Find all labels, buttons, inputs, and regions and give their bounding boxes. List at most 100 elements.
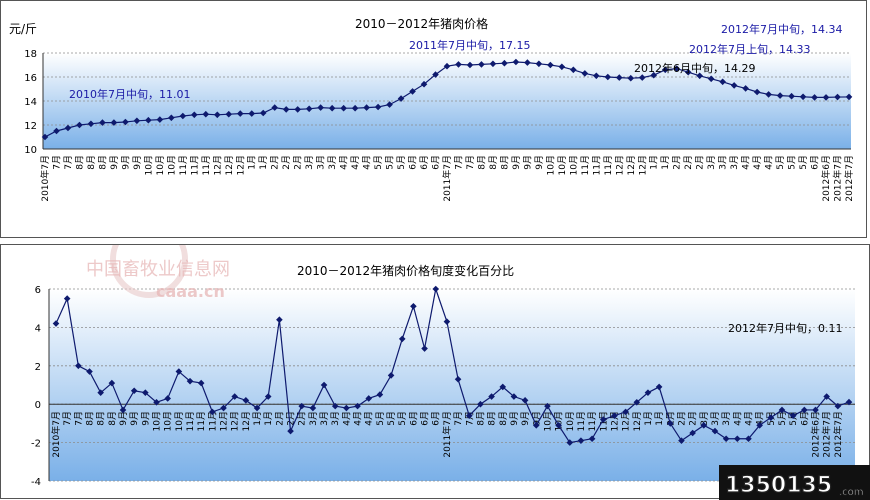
change-data-point: [175, 368, 183, 375]
price-x-tick-label: 2月: [683, 155, 694, 170]
change-data-point: [164, 395, 171, 402]
change-data-point: [354, 402, 361, 410]
change-x-tick-label: 6月: [408, 411, 419, 426]
change-data-point: [343, 404, 350, 412]
change-data-point: [499, 383, 507, 391]
change-data-point: [142, 389, 149, 396]
price-data-point: [191, 111, 198, 119]
change-data-point: [298, 402, 306, 410]
price-data-point: [351, 104, 359, 112]
price-x-tick-label: 2011年7月: [441, 155, 453, 202]
price-x-tick-label: 2月: [695, 155, 706, 170]
change-data-point: [410, 302, 417, 310]
price-x-tick-label: 1月: [247, 155, 258, 170]
change-data-point: [253, 404, 261, 412]
change-x-tick-label: 9月: [531, 411, 542, 426]
price-data-point: [122, 118, 129, 126]
price-data-point: [110, 119, 118, 126]
change-x-tick-label: 4月: [743, 411, 754, 426]
price-x-tick-label: 2012年7月: [843, 155, 855, 202]
change-data-point: [722, 435, 730, 443]
price-x-tick-label: 6月: [431, 155, 442, 170]
change-x-tick-label: 6月: [799, 411, 810, 426]
change-x-tick-label: 4月: [353, 411, 364, 426]
price-chart-title: 2010－2012年猪肉价格: [355, 16, 488, 31]
price-data-point: [650, 71, 658, 79]
price-x-tick-label: 6月: [419, 155, 430, 170]
change-x-tick-label: 9月: [140, 411, 151, 426]
change-x-tick-label: 8月: [96, 411, 107, 426]
watermark: 中国畜牧业信息网 caaa.cn: [86, 245, 230, 301]
price-data-point: [168, 114, 175, 122]
change-data-point: [745, 435, 752, 443]
annotation-2012-07-mid: 2012年7月中旬，14.34: [721, 22, 842, 36]
price-x-tick-label: 12月: [614, 155, 625, 175]
annotation-2011-07: 2011年7月中旬，17.15: [409, 38, 530, 52]
price-x-tick-label: 11月: [189, 155, 200, 175]
change-x-tick-label: 2月: [274, 411, 285, 426]
change-x-tick-label: 12月: [230, 411, 241, 431]
change-data-point: [276, 316, 283, 324]
price-data-point: [535, 60, 543, 68]
price-data-point: [133, 117, 141, 125]
change-data-point: [432, 285, 440, 293]
change-x-tick-label: 8月: [107, 411, 118, 426]
change-data-point: [767, 414, 775, 421]
price-data-point: [282, 106, 290, 113]
price-x-tick-label: 9月: [120, 155, 131, 170]
price-x-tick-label: 2012年6月: [820, 155, 832, 202]
price-data-point: [730, 82, 738, 89]
price-data-point: [420, 80, 428, 88]
change-data-point: [644, 389, 652, 396]
price-data-point: [719, 78, 726, 86]
change-data-point: [365, 395, 373, 402]
change-x-tick-label: 8月: [475, 411, 486, 426]
change-data-point: [544, 402, 551, 410]
price-x-tick-label: 8月: [476, 155, 487, 170]
price-data-point: [753, 88, 761, 96]
price-x-tick-label: 7月: [465, 155, 476, 170]
change-data-point: [801, 406, 808, 414]
change-data-point: [611, 412, 618, 420]
price-x-tick-label: 6月: [408, 155, 419, 170]
price-data-point: [386, 101, 393, 108]
price-x-tick-label: 9月: [132, 155, 143, 170]
change-data-point: [387, 372, 395, 379]
change-data-point: [331, 402, 339, 410]
change-x-tick-label: 10月: [565, 411, 576, 431]
price-x-tick-label: 10月: [545, 155, 556, 175]
change-x-tick-label: 5月: [375, 411, 386, 426]
price-data-point: [87, 120, 95, 128]
change-y-tick-label: 0: [35, 400, 41, 411]
price-x-tick-label: 9月: [522, 155, 533, 170]
price-x-tick-label: 12月: [235, 155, 246, 175]
price-data-point: [696, 72, 703, 80]
price-x-tick-label: 3月: [327, 155, 338, 170]
price-chart-ylabel: 元/斤: [9, 22, 37, 36]
change-x-tick-label: 5月: [777, 411, 788, 426]
change-x-tick-label: 1月: [263, 411, 274, 426]
price-data-point: [53, 127, 60, 135]
price-x-tick-label: 11月: [603, 155, 614, 175]
price-x-tick-label: 9月: [534, 155, 545, 170]
change-data-point: [231, 393, 239, 400]
price-data-point: [512, 58, 520, 66]
change-data-point: [756, 422, 763, 429]
site-logo: 1350135 .com: [719, 465, 870, 500]
change-plot-area: [49, 289, 855, 481]
change-data-point: [734, 435, 741, 443]
change-data-point: [812, 406, 819, 414]
change-x-tick-label: 2012年6月: [809, 411, 821, 458]
price-data-point: [547, 61, 554, 69]
change-data-point: [119, 406, 127, 414]
change-data-point: [834, 402, 842, 410]
change-x-tick-label: 3月: [721, 411, 732, 426]
price-data-point: [305, 105, 313, 113]
change-data-point: [655, 383, 663, 391]
change-chart-title: 2010－2012年猪肉价格旬度变化百分比: [297, 263, 514, 278]
change-x-tick-label: 12月: [219, 411, 230, 431]
change-data-point: [678, 437, 685, 444]
change-data-point: [633, 398, 641, 406]
change-data-point: [789, 412, 797, 420]
